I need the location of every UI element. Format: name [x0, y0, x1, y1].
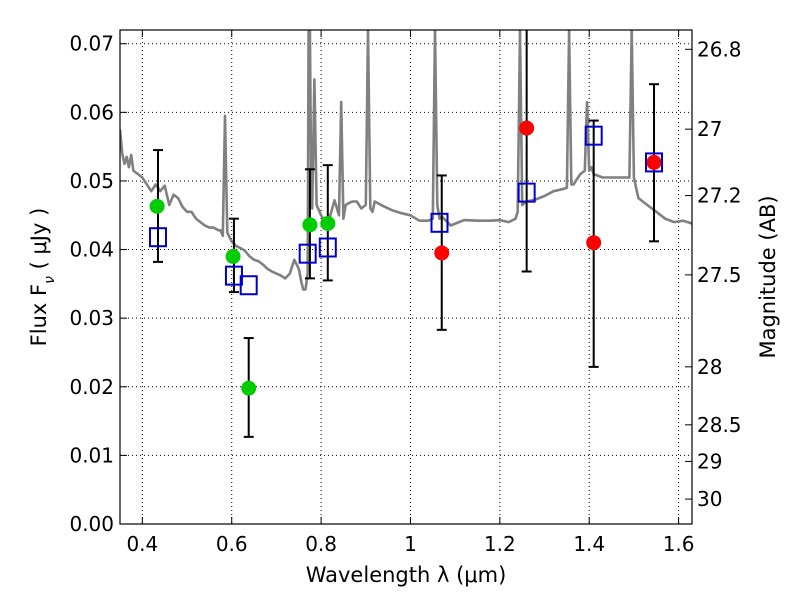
- y-axis-title: Flux Fν ( μJy ): [27, 208, 58, 347]
- plot-area: [120, 30, 692, 524]
- y2-tick-label: 26.8: [697, 37, 742, 61]
- x-tick-label: 1.2: [484, 532, 516, 556]
- x-tick-label: 0.4: [126, 532, 158, 556]
- observed-point-red: [646, 154, 662, 170]
- y-tick-label: 0.03: [69, 306, 114, 330]
- y-axis-title-group: Flux Fν ( μJy ): [27, 208, 58, 347]
- model-photometry-marker: [584, 125, 603, 146]
- model-photometry-marker: [517, 182, 536, 203]
- model-photometry-marker: [430, 212, 449, 233]
- model-photometry-marker: [148, 227, 167, 248]
- sed-model-line: [120, 30, 692, 291]
- y2-tick-label: 27.5: [697, 263, 742, 287]
- y2-tick-label: 28: [697, 355, 722, 379]
- observed-point-green: [225, 248, 241, 264]
- y-axis-title-subscript: ν: [42, 276, 58, 284]
- x-tick-label: 1.4: [573, 532, 605, 556]
- plot-frame: [119, 29, 693, 525]
- y-tick-label: 0.00: [69, 512, 114, 536]
- observed-point-green: [149, 198, 165, 214]
- observed-point-red: [434, 245, 450, 261]
- observed-point-green: [241, 380, 257, 396]
- y2-tick-label: 27.2: [697, 184, 742, 208]
- frame-layer: [119, 29, 693, 525]
- y2-tick-label: 30: [697, 487, 722, 511]
- y2-axis-title-group: Magnitude (AB): [756, 195, 780, 358]
- observed-point-red: [586, 235, 602, 251]
- y-tick-label: 0.02: [69, 375, 114, 399]
- model-photometry-marker: [318, 237, 337, 258]
- labels-layer: 0.4 0.6 0.8 1 1.2 1.4 1.6 0.00 0.01 0.02 0.03 0.04 0…: [69, 32, 741, 556]
- x-tick-label: 1: [404, 532, 417, 556]
- model-photometry-marker: [239, 275, 258, 296]
- x-tick-label: 0.6: [216, 532, 248, 556]
- y2-axis-title: Magnitude (AB): [756, 195, 780, 358]
- y-tick-label: 0.04: [69, 238, 114, 262]
- y-axis-title-main: Flux F: [27, 284, 51, 346]
- y2-tick-label: 28.5: [697, 413, 742, 437]
- observed-point-red: [519, 120, 535, 136]
- y-tick-label: 0.06: [69, 100, 114, 124]
- y-tick-label: 0.01: [69, 443, 114, 467]
- ticks-layer: [120, 30, 692, 525]
- y2-tick-label: 29: [697, 449, 722, 473]
- series-layer: [120, 30, 692, 438]
- y2-tick-label: 27: [697, 117, 722, 141]
- y-tick-label: 0.07: [69, 32, 114, 56]
- y-tick-label: 0.05: [69, 169, 114, 193]
- x-tick-label: 0.8: [305, 532, 337, 556]
- observed-point-green: [320, 215, 336, 231]
- model-photometry-marker: [645, 152, 664, 173]
- model-photometry-marker: [298, 243, 317, 264]
- y-axis-title-units: ( μJy ): [27, 208, 51, 276]
- x-axis-title: Wavelength λ (μm): [306, 563, 507, 587]
- x-tick-label: 1.6: [663, 532, 695, 556]
- observed-point-green: [302, 217, 318, 233]
